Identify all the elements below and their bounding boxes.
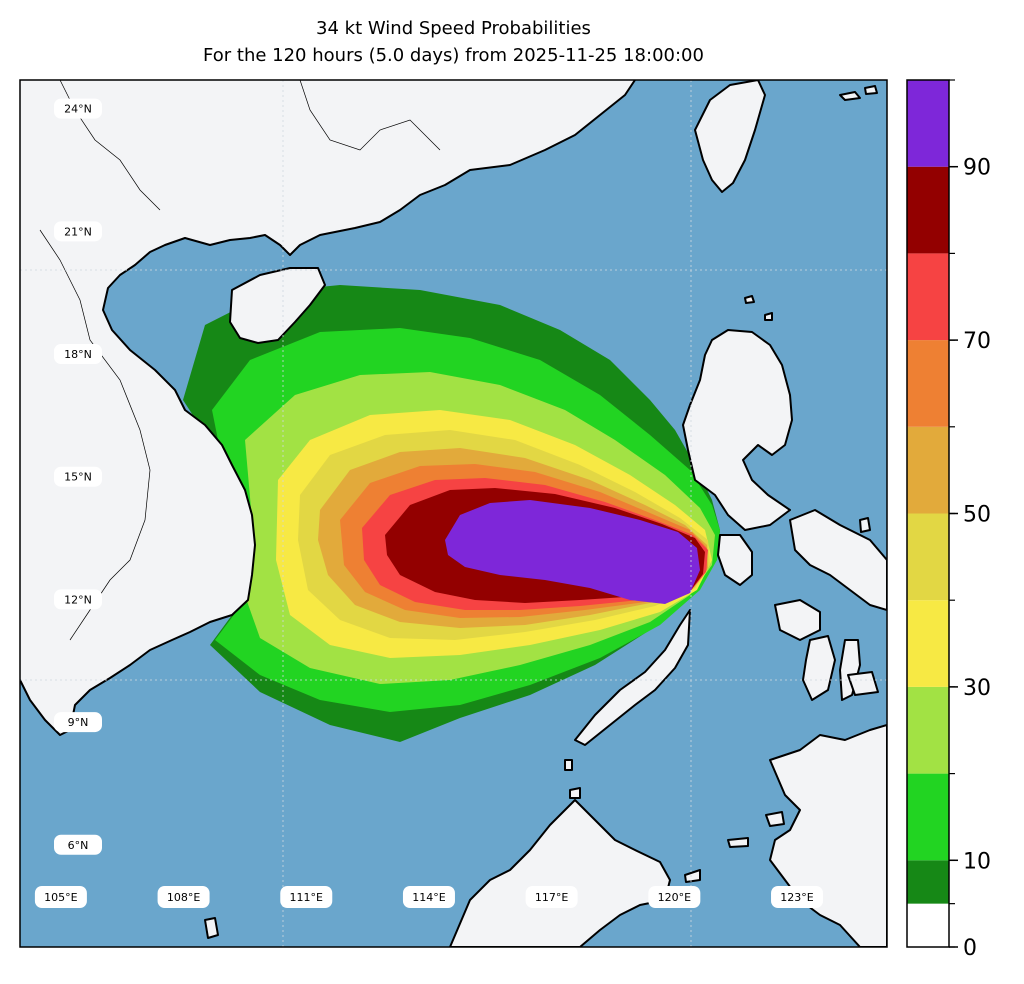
probability-swaths	[183, 285, 720, 742]
land-island-small-9	[727, 837, 749, 848]
land-island-small-8	[684, 869, 701, 883]
lat-label-text: 12°N	[64, 593, 92, 606]
land-island-small-1	[564, 759, 573, 771]
lat-label: 9°N	[54, 712, 102, 733]
colorbar-tick-label: 90	[963, 156, 991, 181]
colorbar-bin	[907, 80, 949, 167]
colorbar-tick-label: 70	[963, 329, 991, 354]
land-cebu-bohol	[839, 639, 861, 701]
lon-label-text: 111°E	[290, 891, 323, 904]
colorbar-bin	[907, 166, 949, 254]
lon-label: 123°E	[771, 886, 824, 908]
land-island-small-6	[864, 85, 878, 95]
lat-label: 15°N	[54, 466, 102, 487]
lon-label-text: 105°E	[44, 891, 77, 904]
colorbar-bin	[907, 426, 949, 514]
colorbar-tick-label: 0	[963, 936, 977, 961]
latitude-labels: 24°N 21°N 18°N 15°N 12°N 9°N 6°N	[54, 98, 102, 855]
land-asia-mainland	[20, 80, 636, 736]
land-island-small-10	[765, 811, 785, 827]
land-hainan	[229, 267, 326, 344]
land-island-small-4	[764, 312, 773, 321]
land-palawan	[574, 609, 691, 746]
land-negros	[802, 635, 836, 701]
lon-label-text: 123°E	[780, 891, 813, 904]
lat-label: 12°N	[54, 589, 102, 610]
colorbar-bin	[907, 686, 949, 774]
land-island-small-2	[569, 787, 581, 799]
colorbar-bin	[907, 903, 949, 947]
colorbar-tick-label: 50	[963, 503, 991, 528]
map-title: 34 kt Wind Speed Probabilities	[316, 18, 591, 39]
lon-label-text: 108°E	[167, 891, 200, 904]
colorbar-tick-label: 10	[963, 849, 991, 874]
colorbar-bin	[907, 773, 949, 861]
land-island-small-11	[847, 671, 879, 696]
lat-label-text: 21°N	[64, 225, 92, 238]
land-visayas	[789, 509, 887, 611]
swath-90-100	[445, 500, 700, 604]
land-borneo	[449, 799, 671, 947]
lon-label: 105°E	[34, 886, 87, 908]
colorbar-bin	[907, 253, 949, 341]
lat-label: 21°N	[54, 221, 102, 242]
lon-label: 117°E	[525, 886, 578, 908]
land-island-small-7	[204, 917, 219, 939]
map-subtitle: For the 120 hours (5.0 days) from 2025-1…	[203, 45, 704, 66]
colorbar-bin	[907, 340, 949, 427]
land-panay	[774, 599, 821, 641]
lon-label: 120°E	[648, 886, 701, 908]
lon-label: 108°E	[157, 886, 210, 908]
lat-label: 6°N	[54, 834, 102, 855]
land-island-small-12	[859, 517, 871, 533]
lat-label-text: 24°N	[64, 103, 92, 116]
colorbar-bin	[907, 600, 949, 687]
land-island-small-3	[744, 295, 755, 304]
land-island-small-5	[839, 91, 861, 101]
lat-label-text: 15°N	[64, 471, 92, 484]
colorbar: 0 10 30 50 70 90	[906, 79, 991, 961]
colorbar-tick-label: 30	[963, 676, 991, 701]
land-luzon	[682, 329, 793, 531]
lon-label-text: 114°E	[412, 891, 445, 904]
land-mindoro	[717, 534, 753, 586]
lat-label-text: 18°N	[64, 348, 92, 361]
lat-label: 24°N	[54, 98, 102, 119]
lat-label: 18°N	[54, 344, 102, 365]
lon-label-text: 120°E	[658, 891, 691, 904]
lat-label-text: 9°N	[68, 716, 89, 729]
colorbar-bin	[907, 513, 949, 601]
map-frame	[19, 79, 888, 948]
lon-label-text: 117°E	[535, 891, 568, 904]
colorbar-bin	[907, 860, 949, 904]
lat-label-text: 6°N	[68, 839, 89, 852]
lon-label: 111°E	[280, 886, 333, 908]
longitude-labels: 105°E 108°E 111°E 114°E 117°E 120°E 123°E	[34, 886, 824, 908]
lon-label: 114°E	[402, 886, 455, 908]
land-taiwan	[694, 80, 766, 193]
